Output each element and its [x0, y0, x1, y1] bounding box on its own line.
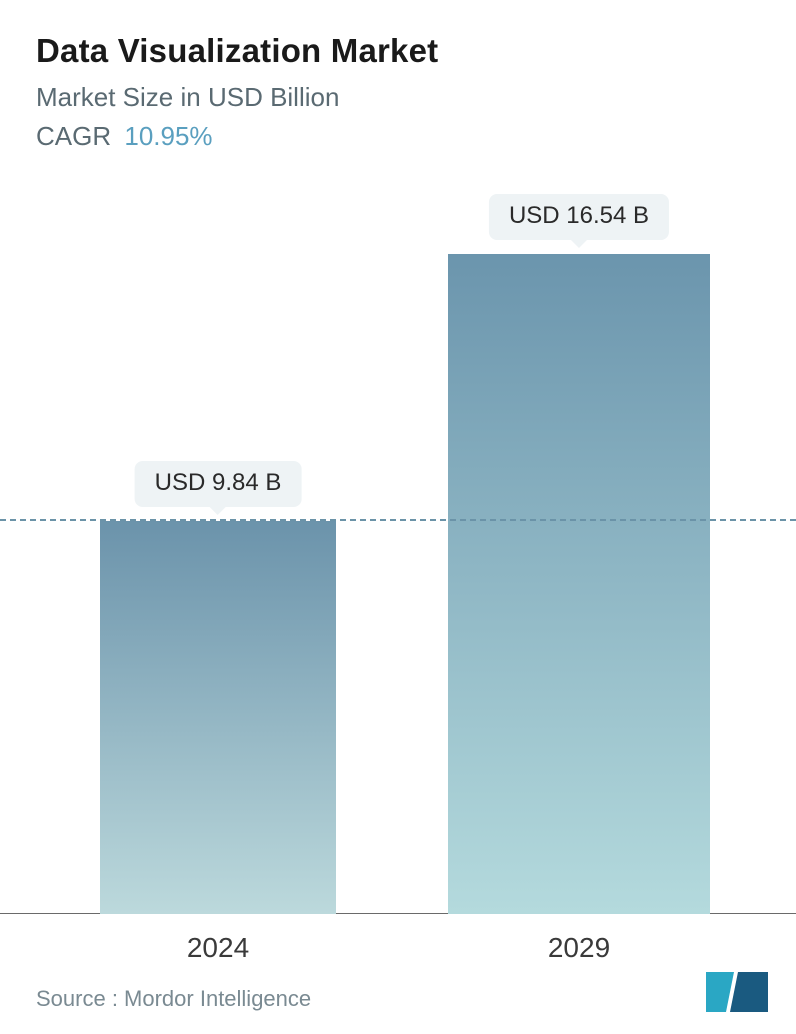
x-axis-label-2029: 2029 — [548, 932, 610, 964]
bar-2029 — [448, 254, 710, 914]
reference-dashed-line — [0, 519, 796, 521]
cagr-value: 10.95% — [124, 121, 212, 151]
chart-plot-area: USD 9.84 B2024USD 16.54 B2029 — [0, 200, 796, 914]
chart-title: Data Visualization Market — [36, 32, 768, 70]
value-label-2029: USD 16.54 B — [489, 194, 669, 240]
brand-logo-icon — [706, 972, 768, 1012]
x-axis-label-2024: 2024 — [187, 932, 249, 964]
value-label-2024: USD 9.84 B — [135, 461, 302, 507]
chart-footer: Source : Mordor Intelligence — [36, 972, 768, 1012]
cagr-label: CAGR — [36, 121, 111, 151]
source-text: Source : Mordor Intelligence — [36, 986, 311, 1012]
cagr-line: CAGR 10.95% — [36, 121, 768, 152]
bar-2024 — [100, 521, 336, 914]
chart-subtitle: Market Size in USD Billion — [36, 82, 768, 113]
